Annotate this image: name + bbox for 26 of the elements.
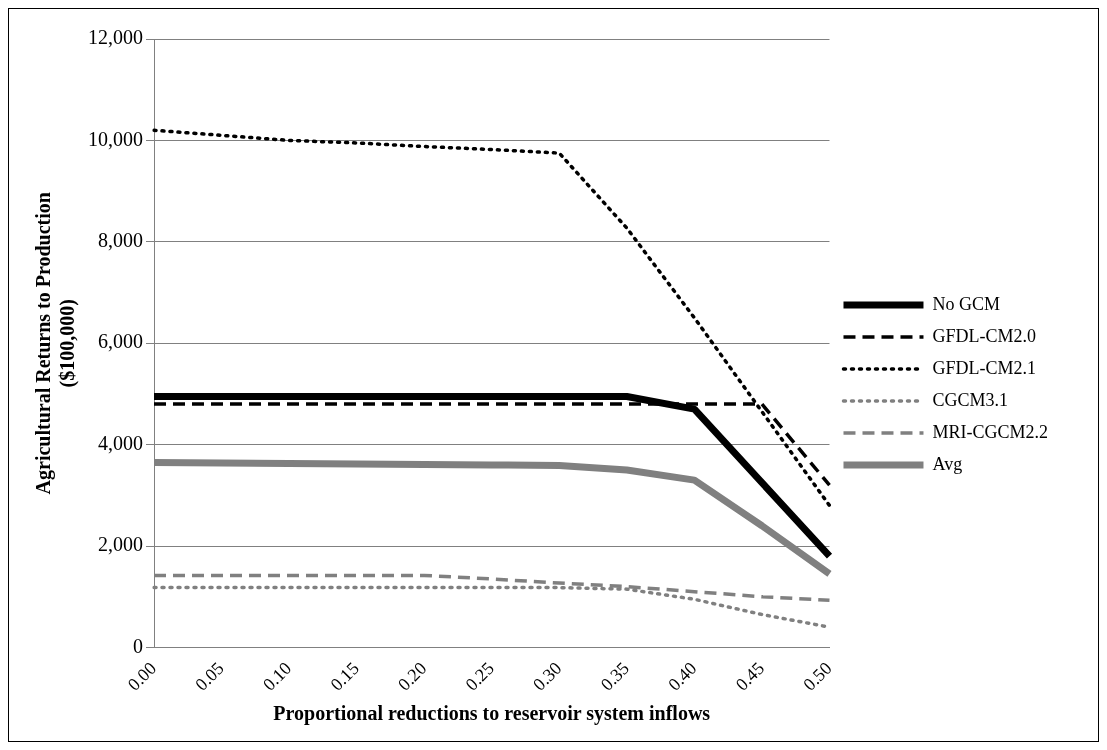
y-tick-label: 0 [133,634,143,657]
x-tick-label: 0.15 [326,658,363,695]
x-tick-label: 0.35 [596,658,634,695]
x-tick-label: 0.50 [799,658,836,695]
x-tick-label: 0.20 [393,658,431,695]
x-tick-label: 0.00 [123,658,161,695]
y-tick-label: 12,000 [88,26,143,49]
y-tick-label: 6,000 [98,330,143,353]
legend-label: CGCM3.1 [932,389,1008,410]
y-tick-label: 8,000 [98,229,143,252]
y-axis-title: Agricultural Returns to Production ($100,000) [32,192,80,495]
x-axis-title: Proportional reductions to reservoir system inflows [273,702,711,726]
legend-label: No GCM [932,293,1000,314]
x-tick-label: 0.40 [664,658,701,695]
x-tick-label: 0.30 [529,658,566,695]
legend-label: MRI-CGCM2.2 [932,421,1048,442]
y-tick-label: 2,000 [98,533,143,556]
y-tick-label: 10,000 [88,127,143,150]
x-tick-label: 0.10 [258,658,296,695]
x-tick-label: 0.05 [191,658,228,695]
x-tick-label: 0.25 [461,658,498,695]
x-tick-label: 0.45 [731,658,769,695]
legend-label: GFDL-CM2.0 [932,325,1036,346]
legend-label: GFDL-CM2.1 [932,357,1036,378]
legend-label: Avg [932,453,963,474]
y-tick-label: 4,000 [98,431,143,454]
